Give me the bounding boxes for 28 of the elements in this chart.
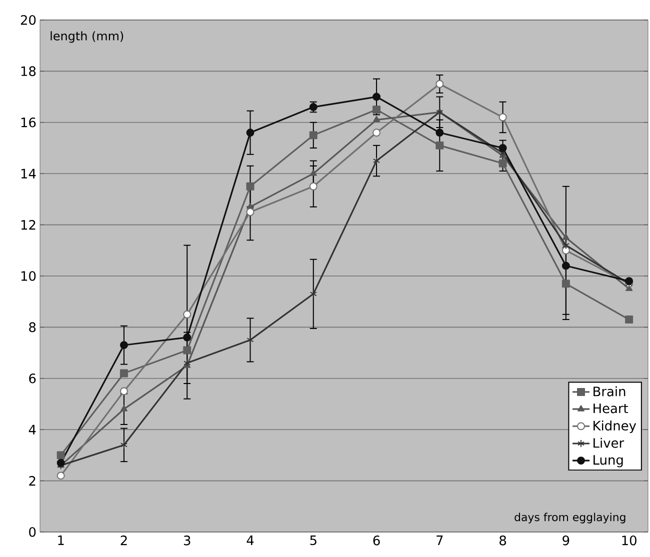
y-tick-label: 12	[21, 220, 36, 230]
x-tick-label: 7	[436, 536, 443, 545]
y-tick-label: 20	[20, 15, 36, 25]
x-tick-label: 5	[310, 536, 316, 546]
y-tick-label: 6	[29, 374, 36, 384]
y-tick-label: 16	[21, 118, 36, 128]
legend-label: Lung	[594, 455, 623, 468]
x-tick-label: 2	[120, 536, 127, 546]
legend-label: Liver	[594, 438, 624, 448]
legend-label: Heart	[594, 404, 628, 414]
y-tick-label: 10	[21, 271, 36, 281]
x-tick-label: 10	[622, 536, 636, 546]
y-axis-title: length (mm)	[50, 31, 124, 43]
x-tick-label: 6	[373, 536, 380, 546]
x-tick-label: 8	[500, 536, 506, 546]
legend-label: Brain	[594, 386, 626, 396]
x-tick-label: 1	[58, 536, 64, 545]
x-axis-title: days from egglaying	[514, 512, 626, 524]
y-tick-label: 14	[21, 168, 36, 178]
x-tick-label: 9	[562, 536, 570, 546]
y-tick-label: 0	[29, 527, 36, 537]
x-tick-label: 4	[246, 536, 254, 545]
y-tick-label: 18	[21, 66, 36, 76]
y-tick-label: 8	[29, 322, 36, 332]
y-tick-label: 4	[28, 424, 36, 434]
x-tick-label: 3	[184, 536, 190, 546]
legend-label: Kidney	[594, 420, 636, 434]
y-tick-label: 2	[29, 476, 36, 486]
